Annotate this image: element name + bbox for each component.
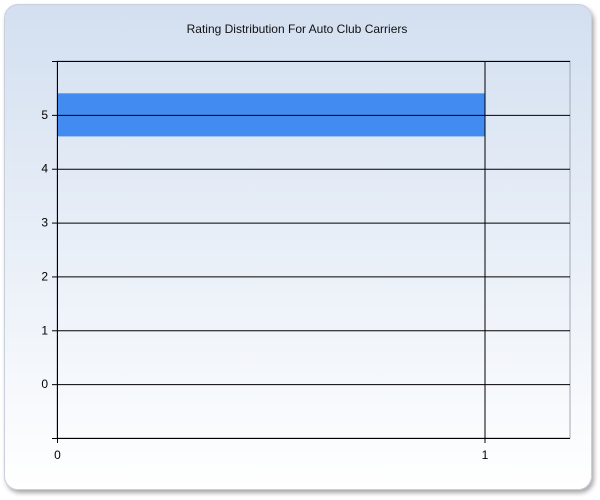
y-tick-label: 2 bbox=[41, 269, 48, 283]
chart-title: Rating Distribution For Auto Club Carrie… bbox=[187, 22, 408, 36]
x-tick-label: 1 bbox=[482, 448, 489, 462]
x-tick-label: 0 bbox=[54, 448, 61, 462]
y-tick-label: 0 bbox=[41, 377, 48, 391]
y-tick-label: 4 bbox=[41, 162, 48, 176]
y-tick-label: 5 bbox=[41, 108, 48, 122]
y-tick-label: 1 bbox=[41, 323, 48, 337]
chart-panel bbox=[4, 4, 592, 490]
y-tick-label: 3 bbox=[41, 216, 48, 230]
